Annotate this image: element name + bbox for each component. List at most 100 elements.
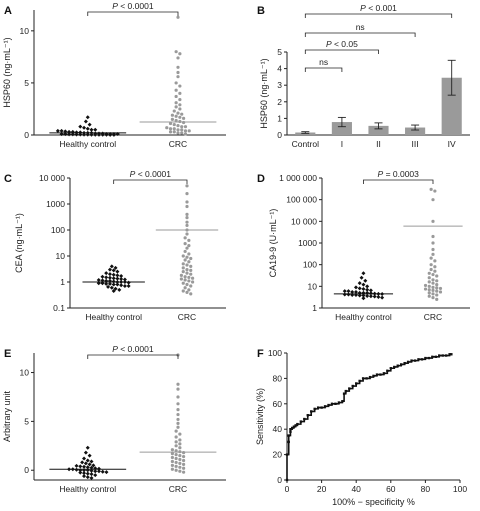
data-point — [122, 277, 127, 282]
data-point — [176, 402, 180, 406]
y-axis-title: Sensitivity (%) — [255, 388, 265, 445]
data-point — [450, 353, 453, 356]
data-point — [389, 367, 392, 370]
data-point — [410, 359, 413, 362]
y-axis-title: HSP60 (ng·mL⁻¹) — [2, 37, 12, 107]
data-point — [176, 124, 180, 128]
data-point — [176, 387, 180, 391]
data-point — [85, 445, 90, 450]
data-point — [399, 363, 403, 366]
data-point — [183, 236, 187, 240]
data-point — [185, 184, 189, 188]
comparison-label: P < 0.05 — [326, 39, 358, 49]
x-tick-label: IV — [448, 139, 456, 149]
data-point — [191, 276, 195, 280]
data-point — [413, 359, 417, 362]
data-point — [287, 440, 290, 444]
data-point — [119, 274, 124, 279]
x-tick-label: CRC — [169, 139, 187, 149]
data-point — [431, 288, 435, 292]
data-point — [178, 461, 182, 465]
data-point — [87, 453, 92, 458]
data-point — [368, 288, 373, 293]
panel-letter: F — [257, 348, 264, 360]
data-point — [74, 463, 79, 468]
data-point — [113, 265, 118, 270]
data-point — [111, 268, 116, 273]
data-point — [380, 295, 385, 300]
data-point — [170, 448, 174, 452]
data-point — [174, 429, 178, 433]
data-point — [431, 272, 435, 277]
data-point — [361, 293, 366, 298]
data-point — [365, 284, 370, 289]
data-point — [179, 273, 183, 277]
data-point — [111, 132, 116, 137]
x-tick-label: Healthy control — [85, 312, 142, 322]
data-point — [431, 234, 435, 239]
data-point — [182, 454, 186, 459]
data-point — [168, 130, 173, 134]
data-point — [431, 247, 435, 252]
data-point — [183, 278, 187, 282]
data-point — [119, 277, 124, 282]
data-point — [323, 405, 327, 408]
data-point — [82, 474, 87, 479]
data-point — [444, 354, 448, 357]
data-point — [85, 458, 90, 463]
x-tick-label: Healthy control — [335, 312, 392, 322]
data-point — [89, 132, 94, 137]
data-point — [178, 97, 182, 102]
data-point — [393, 365, 396, 369]
data-point — [104, 281, 109, 286]
data-point — [448, 353, 451, 356]
y-tick-label: 80 — [273, 373, 283, 383]
data-point — [372, 294, 377, 299]
x-tick-label: Healthy control — [59, 484, 116, 494]
data-point — [74, 132, 79, 137]
y-tick-label: 1 — [312, 303, 317, 313]
data-point — [179, 277, 183, 281]
data-point — [176, 417, 180, 422]
data-point — [83, 461, 88, 466]
data-point — [376, 295, 381, 300]
data-point — [174, 88, 178, 92]
x-tick-label: 40 — [351, 484, 361, 494]
data-point — [185, 192, 189, 196]
data-point — [104, 271, 109, 276]
data-point — [427, 276, 431, 280]
data-point — [178, 432, 182, 436]
data-point — [174, 50, 178, 54]
data-point — [431, 252, 435, 256]
data-point — [180, 125, 184, 129]
data-point — [100, 132, 105, 137]
data-point — [357, 281, 362, 286]
data-point — [100, 278, 105, 283]
y-tick-label: 0.1 — [53, 303, 65, 313]
data-point — [183, 129, 188, 133]
y-tick-label: 60 — [273, 399, 283, 409]
data-point — [93, 469, 98, 474]
data-point — [185, 215, 189, 220]
x-tick-label: 80 — [421, 484, 431, 494]
data-point — [181, 262, 185, 266]
data-point — [111, 276, 116, 281]
data-point — [89, 459, 94, 464]
data-point — [178, 465, 182, 469]
y-tick-label: 0 — [24, 465, 29, 475]
data-point — [183, 258, 187, 262]
y-tick-label: 10 000 — [39, 173, 65, 183]
data-point — [427, 280, 431, 284]
data-point — [289, 428, 292, 431]
data-point — [178, 446, 182, 450]
data-point — [363, 278, 368, 283]
data-point — [185, 271, 189, 275]
data-point — [189, 268, 193, 272]
panel-a: A 0 5 10 HSP60 (ng·mL⁻¹) Healthy control CRC P … — [2, 1, 226, 149]
data-point — [189, 284, 193, 288]
data-point — [172, 130, 176, 134]
data-point — [357, 286, 362, 291]
data-point — [174, 468, 178, 472]
data-point — [429, 267, 433, 272]
